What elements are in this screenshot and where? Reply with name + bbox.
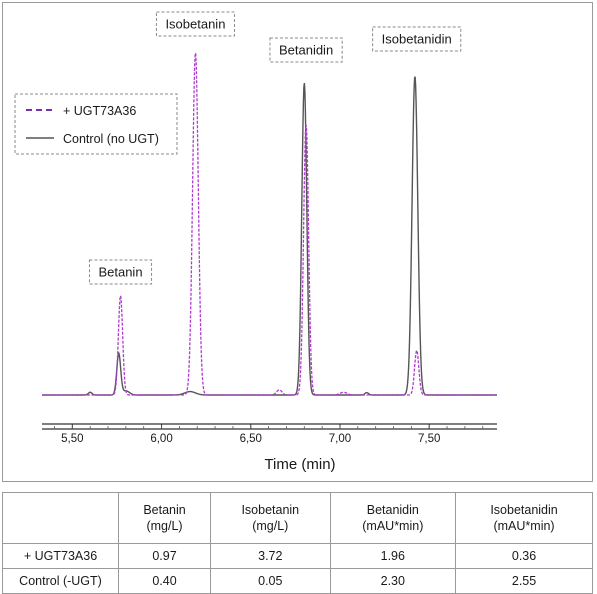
peak-annotation: Isobetanin (155, 11, 235, 37)
x-tick-label: 7,50 (418, 433, 440, 445)
column-header-betanin: Betanin (mg/L) (117, 492, 212, 544)
chart-frame (2, 2, 593, 482)
peak-annotation-box (88, 259, 153, 285)
table-cell: 0.97 (117, 543, 212, 569)
table-cell: 3.72 (210, 543, 331, 569)
table-cell: 2.55 (455, 568, 593, 594)
table-corner-cell (2, 492, 119, 544)
column-header-isobetanin: Isobetanin (mg/L) (210, 492, 331, 544)
peak-annotation: Isobetanidin (372, 26, 462, 52)
table-header-row: Betanin (mg/L) Isobetanin (mg/L) Betanidin… (2, 492, 593, 544)
table-cell: 2.30 (329, 568, 457, 594)
legend: + UGT73A36 Control (no UGT) (14, 93, 178, 155)
table-cell: 1.96 (329, 543, 457, 569)
x-tick-label: 7,00 (329, 433, 351, 445)
peak-annotation-box (155, 11, 235, 37)
results-table: Betanin (mg/L) Isobetanin (mg/L) Betanidin… (2, 492, 593, 594)
x-tick-label: 6,00 (150, 433, 172, 445)
peak-annotations: Isobetanin Betanidin Isobetanidin Betanin (88, 11, 462, 285)
peak-annotation-box (269, 37, 343, 63)
peak-annotation-label: Isobetanin (165, 17, 225, 32)
peak-annotation-box (372, 26, 462, 52)
legend-label-ugt73a36: + UGT73A36 (63, 104, 136, 118)
series-line-ugt73a36 (42, 52, 497, 396)
legend-label-control: Control (no UGT) (63, 132, 159, 146)
table-cell: 0.05 (210, 568, 331, 594)
x-ticks: 5,50 6,00 6,50 7,00 7,50 (54, 424, 484, 445)
peak-annotation-label: Betanidin (279, 43, 333, 58)
x-tick-label: 5,50 (61, 433, 83, 445)
peak-annotation: Betanin (88, 259, 153, 285)
peak-annotation-label: Betanin (98, 265, 142, 280)
series-line-control (42, 76, 497, 396)
column-header-betanidin: Betanidin (mAU*min) (329, 492, 457, 544)
row-label: + UGT73A36 (2, 543, 119, 569)
x-tick-label: 6,50 (240, 433, 262, 445)
table-cell: 0.40 (117, 568, 212, 594)
row-label: Control (-UGT) (2, 568, 119, 594)
column-header-isobetanidin: Isobetanidin (mAU*min) (455, 492, 593, 544)
x-axis-label: Time (min) (264, 456, 335, 473)
table-cell: 0.36 (455, 543, 593, 569)
peak-annotation: Betanidin (269, 37, 343, 63)
peak-annotation-label: Isobetanidin (382, 32, 452, 47)
table-row: Control (-UGT) 0.40 0.05 2.30 2.55 (2, 568, 593, 594)
table-row: + UGT73A36 0.97 3.72 1.96 0.36 (2, 543, 593, 569)
chromatogram-chart: 5,50 6,00 6,50 7,00 7,50 Time (min) Isobetan… (14, 11, 497, 473)
